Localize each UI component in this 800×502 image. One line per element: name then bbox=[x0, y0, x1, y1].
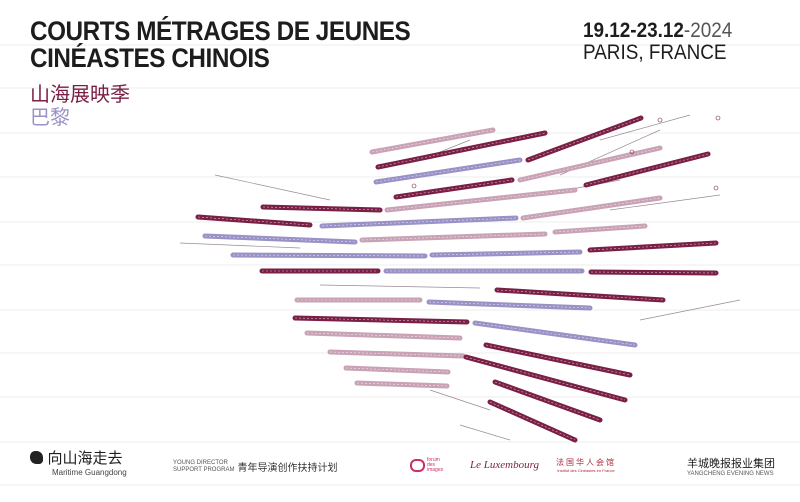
dates: 19.12-23.12 bbox=[583, 19, 684, 42]
stripe-pink bbox=[343, 365, 451, 375]
stripe-maroon bbox=[588, 269, 719, 276]
thin-stroke bbox=[599, 114, 691, 141]
logo-maritime-guangdong: 向山海走去 Maritime Guangdong bbox=[30, 447, 127, 477]
thin-stroke bbox=[459, 424, 511, 441]
stripe-perforation bbox=[590, 271, 717, 274]
thin-stroke bbox=[214, 174, 331, 201]
logo-forum-des-images: forum des images bbox=[410, 457, 444, 473]
stripe-perforation bbox=[371, 129, 494, 153]
stripe-perforation bbox=[306, 332, 461, 339]
logo-yangcheng-evening-news: 羊城晚报报业集团 YANGCHENG EVENING NEWS bbox=[687, 455, 775, 477]
program-en-2: SUPPORT PROGRAM bbox=[173, 466, 235, 473]
maritime-en: Maritime Guangdong bbox=[52, 468, 127, 477]
thin-stroke bbox=[179, 242, 301, 249]
stripe-perforation bbox=[361, 233, 546, 241]
title: COURTS MÉTRAGES DE JEUNES CINÉASTES CHIN… bbox=[30, 16, 411, 73]
small-circle bbox=[657, 117, 663, 123]
chinese-title: 山海展映季 bbox=[30, 84, 130, 106]
small-circle bbox=[411, 183, 417, 189]
stripe-perforation bbox=[375, 159, 521, 183]
stripe-perforation bbox=[356, 382, 448, 387]
program-cn: 青年导演创作扶持计划 bbox=[237, 463, 338, 474]
stripe-perforation bbox=[465, 356, 626, 401]
yangcheng-en: YANGCHENG EVENING NEWS bbox=[687, 471, 774, 477]
stripe-perforation bbox=[522, 197, 661, 219]
logo-young-director-program: YOUNG DIRECTOR SUPPORT PROGRAM 青年导演创作扶持计划 bbox=[173, 459, 338, 475]
year: -2024 bbox=[683, 19, 733, 42]
stripe-perforation bbox=[494, 381, 601, 421]
stripe-perforation bbox=[431, 251, 581, 256]
stripe-perforation bbox=[527, 117, 642, 161]
stripe-perforation bbox=[345, 367, 449, 373]
stripe-perforation bbox=[204, 235, 356, 243]
thin-stroke bbox=[429, 389, 491, 411]
stripe-perforation bbox=[377, 132, 546, 168]
stripe-perforation bbox=[485, 344, 631, 376]
location: PARIS, FRANCE bbox=[583, 41, 727, 64]
stripe-perforation bbox=[197, 216, 311, 226]
yangcheng-cn: 羊城晚报报业集团 bbox=[687, 458, 775, 470]
stripe-perforation bbox=[589, 242, 717, 251]
stripe-pink bbox=[359, 231, 548, 243]
forum-circle-icon bbox=[410, 459, 425, 472]
maritime-cn: 向山海走去 bbox=[47, 450, 123, 467]
stripe-perforation bbox=[262, 206, 381, 211]
small-circle bbox=[629, 149, 635, 155]
stripe-pink bbox=[517, 145, 663, 183]
stripe-perforation bbox=[474, 322, 636, 346]
stripe-perforation bbox=[554, 225, 646, 233]
stripe-maroon bbox=[587, 240, 719, 253]
stripe-perforation bbox=[294, 317, 468, 323]
program-en-1: YOUNG DIRECTOR bbox=[173, 459, 228, 466]
guangdong-map-icon bbox=[30, 451, 43, 464]
institute-en: Institut des Cinéastes en France bbox=[557, 468, 615, 473]
stripe-maroon bbox=[494, 287, 666, 303]
stripe-perforation bbox=[321, 217, 517, 227]
logo-institute: 法国华人会馆 Institut des Cinéastes en France bbox=[556, 457, 616, 473]
institute-cn: 法国华人会馆 bbox=[556, 458, 616, 467]
title-line-2: CINÉASTES CHINOIS bbox=[30, 43, 270, 73]
thin-stroke bbox=[609, 194, 721, 211]
forum-text: forum des images bbox=[427, 457, 444, 473]
stripe-perforation bbox=[585, 153, 709, 186]
stripe-perforation bbox=[428, 301, 591, 309]
thin-stroke bbox=[319, 284, 481, 289]
stripe-perforation bbox=[395, 179, 513, 198]
stripe-lavender bbox=[202, 233, 358, 245]
stripe-perforation bbox=[232, 254, 426, 257]
logo-luxembourg: Le Luxembourg bbox=[470, 459, 539, 471]
stripe-pink bbox=[327, 349, 466, 359]
stripe-perforation bbox=[489, 401, 576, 441]
chinese-city: 巴黎 bbox=[30, 107, 70, 129]
small-circle bbox=[713, 185, 719, 191]
title-line-1: COURTS MÉTRAGES DE JEUNES bbox=[30, 16, 411, 46]
stripe-perforation bbox=[386, 189, 576, 211]
date-range: 19.12-23.12-2024 bbox=[583, 20, 732, 42]
thin-stroke bbox=[639, 299, 741, 321]
small-circle bbox=[715, 115, 721, 121]
